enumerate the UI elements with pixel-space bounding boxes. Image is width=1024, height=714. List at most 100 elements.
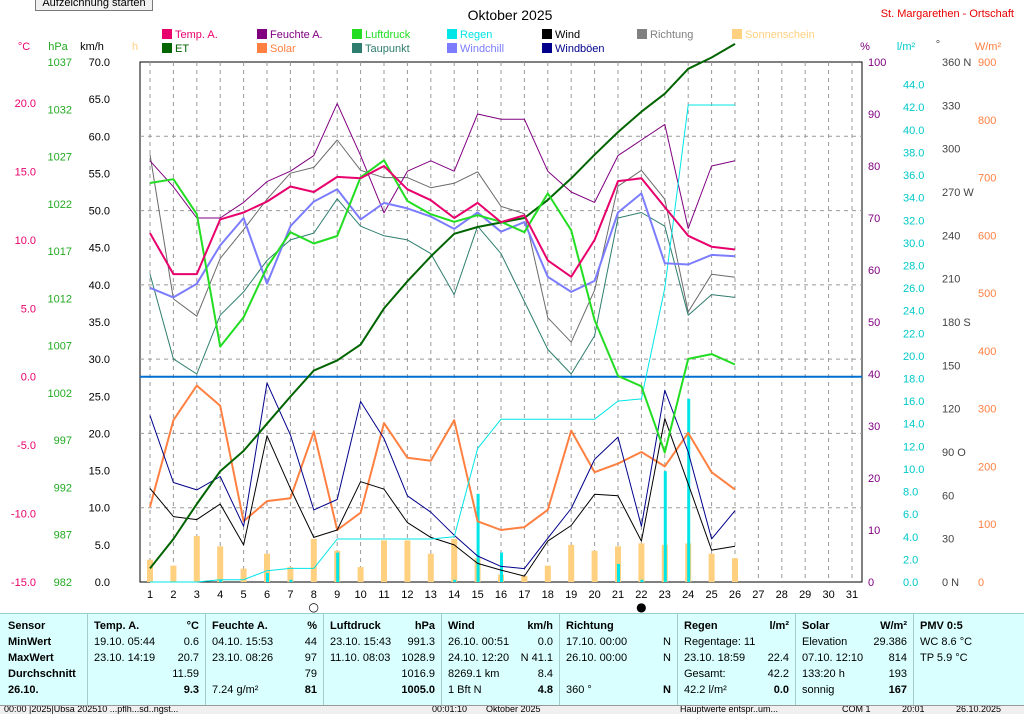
humidity-axis-tick: 10 bbox=[868, 525, 880, 537]
rain-daily-bar bbox=[266, 572, 269, 582]
solar-elevation-label: Elevation bbox=[802, 636, 848, 648]
pressure-axis-tick: 1027 bbox=[48, 152, 72, 164]
temp-axis-tick: -10.0 bbox=[11, 509, 36, 521]
weather-chart: 1 2 3 4 5 6 7 8 9 10 11 12 13 14 15 16 17 18 19 20 21 22 23 24 2… bbox=[11, 7, 1014, 613]
rain-title: Regen bbox=[684, 620, 718, 632]
rain-axis-tick: 0.0 bbox=[903, 577, 918, 589]
sunshine-bar bbox=[638, 543, 645, 582]
legend-label: Sonnenschein bbox=[745, 29, 815, 41]
series-line-windb-en bbox=[149, 382, 736, 570]
start-recording-button[interactable]: Aufzeichnung starten bbox=[35, 0, 153, 11]
legend-swatch bbox=[542, 43, 552, 53]
humidity-axis-tick: 80 bbox=[868, 161, 880, 173]
wind-title: Wind bbox=[448, 620, 475, 632]
rain-axis-tick: 32.0 bbox=[903, 215, 924, 227]
rain-days: Regentage: 11 bbox=[684, 636, 756, 648]
label-sensor: Sensor bbox=[8, 620, 46, 632]
solar-max-time: 07.10. 12:10 bbox=[802, 652, 864, 664]
wind-axis-tick: 0.0 bbox=[95, 577, 110, 589]
x-tick-label: 30 bbox=[822, 589, 834, 601]
rain-axis-tick: 24.0 bbox=[903, 306, 924, 318]
rain-axis-tick: 18.0 bbox=[903, 374, 924, 386]
solar-axis-tick: 500 bbox=[978, 288, 996, 300]
sunshine-axis-unit: h bbox=[132, 41, 138, 53]
legend-swatch bbox=[447, 29, 457, 39]
rain-daily-bar bbox=[476, 493, 480, 582]
pressure-min-time: 23.10. 15:43 bbox=[330, 636, 392, 648]
humidity-axis-tick: 60 bbox=[868, 265, 880, 277]
humidity-axis-tick: 50 bbox=[868, 317, 880, 329]
humidity-min-time: 04.10. 15:53 bbox=[212, 636, 274, 648]
sensor-label-panel: Sensor MinWert MaxWert Durchschnitt 26.1… bbox=[0, 614, 88, 706]
rain-current-value: 0.0 bbox=[773, 684, 789, 696]
rain-axis-unit: l/m² bbox=[897, 41, 916, 53]
pmv-title: PMV 0:5 bbox=[920, 620, 963, 632]
temp-unit: °C bbox=[186, 620, 199, 632]
sunshine-bar bbox=[708, 553, 715, 582]
humidity-max-time: 23.10. 08:26 bbox=[212, 652, 274, 664]
solar-average-value: 193 bbox=[888, 668, 907, 680]
legend-swatch bbox=[352, 29, 362, 39]
rain-daily-bar bbox=[453, 579, 457, 582]
solar-axis-tick: 700 bbox=[978, 173, 996, 185]
sunshine-bar bbox=[310, 538, 317, 582]
statistics-panel: Sensor MinWert MaxWert Durchschnitt 26.1… bbox=[0, 613, 1024, 706]
rain-axis-tick: 14.0 bbox=[903, 419, 924, 431]
sunshine-bar bbox=[521, 576, 528, 582]
sunshine-bar bbox=[451, 538, 458, 582]
humidity-axis-tick: 0 bbox=[868, 577, 874, 589]
status-mode: Hauptwerte entspr..um... bbox=[680, 705, 779, 714]
rain-axis-tick: 22.0 bbox=[903, 328, 924, 340]
legend-swatch bbox=[257, 43, 267, 53]
x-tick-label: 15 bbox=[471, 589, 483, 601]
pressure-axis-tick: 1017 bbox=[48, 246, 72, 258]
x-tick-label: 4 bbox=[217, 589, 223, 601]
pressure-axis-tick: 1002 bbox=[48, 388, 72, 400]
wind-stats-panel: Wind km/h 26.10. 00:51 0.0 24.10. 12:20 N 4… bbox=[442, 614, 560, 706]
label-max: MaxWert bbox=[8, 652, 54, 664]
rain-max-value: 22.4 bbox=[767, 652, 789, 664]
temp-average-value: 11.59 bbox=[172, 668, 199, 680]
status-time: 00:01:10 bbox=[432, 705, 468, 714]
rain-axis-tick: 44.0 bbox=[903, 80, 924, 92]
direction-axis-tick: 0 N bbox=[942, 577, 959, 589]
sunshine-bar bbox=[381, 540, 387, 582]
x-tick-label: 24 bbox=[682, 589, 694, 601]
direction-axis-tick: 210 bbox=[942, 274, 960, 286]
humidity-axis-unit: % bbox=[860, 41, 870, 53]
humidity-axis-tick: 40 bbox=[868, 369, 880, 381]
x-tick-label: 28 bbox=[776, 589, 788, 601]
humidity-absolute: 7.24 g/m² bbox=[212, 684, 259, 696]
chart-title: Oktober 2025 bbox=[468, 7, 553, 23]
humidity-stats-panel: Feuchte A.% 04.10. 15:53 44 23.10. 08:26 9… bbox=[206, 614, 324, 706]
pressure-axis-tick: 992 bbox=[54, 482, 72, 494]
legend-label: Feuchte A. bbox=[270, 29, 323, 41]
legend-swatch bbox=[162, 29, 172, 39]
x-tick-label: 8 bbox=[311, 589, 317, 601]
temp-current-value: 9.3 bbox=[183, 684, 199, 696]
solar-elevation-value: 29.386 bbox=[873, 636, 907, 648]
pmv-stats-panel: PMV 0:5 WC 8.6 °C TP 5.9 °C bbox=[914, 614, 1024, 706]
direction-degrees: 360 ° bbox=[566, 684, 592, 696]
direction-axis-unit: ° bbox=[936, 39, 940, 51]
x-tick-label: 5 bbox=[241, 589, 247, 601]
x-tick-label: 19 bbox=[565, 589, 577, 601]
direction-axis-tick: 360 N bbox=[942, 57, 971, 69]
status-port: COM 1 bbox=[842, 705, 871, 714]
legend-label: Taupunkt bbox=[365, 43, 410, 55]
direction-axis-tick: 30 bbox=[942, 534, 954, 546]
rain-axis-tick: 30.0 bbox=[903, 238, 924, 250]
legend-label: Richtung bbox=[650, 29, 693, 41]
solar-axis-tick: 100 bbox=[978, 519, 996, 531]
label-current-day: 26.10. bbox=[8, 684, 39, 696]
solar-axis-tick: 900 bbox=[978, 57, 996, 69]
direction-min-time: 17.10. 00:00 bbox=[566, 636, 628, 648]
solar-axis-tick: 400 bbox=[978, 346, 996, 358]
series-line-richtung bbox=[149, 139, 736, 343]
rain-axis-tick: 2.0 bbox=[903, 554, 918, 566]
moon-phase-marker: ○ bbox=[309, 600, 319, 613]
x-tick-label: 20 bbox=[588, 589, 600, 601]
legend-label: Wind bbox=[555, 29, 580, 41]
rain-month: 42.2 l/m² bbox=[684, 684, 727, 696]
legend-swatch bbox=[542, 29, 552, 39]
